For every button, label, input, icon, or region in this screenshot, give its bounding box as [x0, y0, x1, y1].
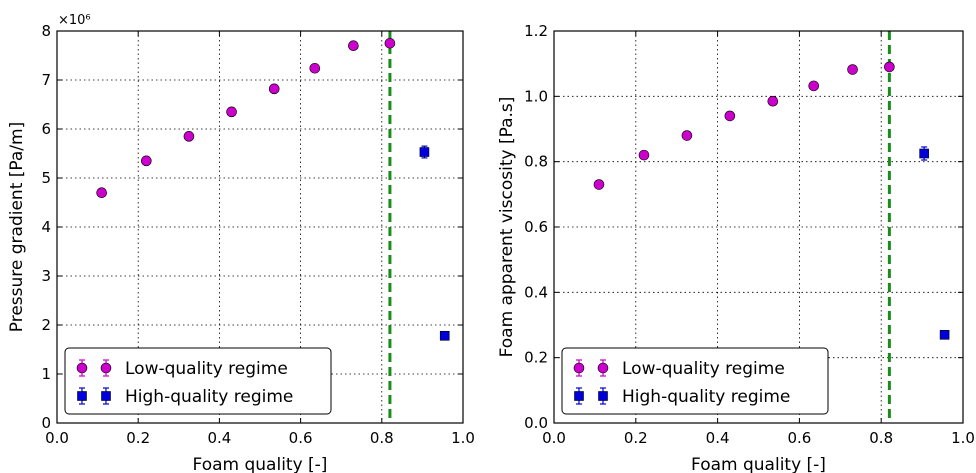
- y-tick-label: 4: [41, 218, 51, 236]
- x-tick-label: 0.4: [207, 429, 231, 447]
- legend-marker-circle: [573, 362, 585, 374]
- plot-frame: [56, 30, 464, 424]
- x-axis-label: Foam quality [-]: [691, 455, 826, 473]
- x-tick-label: 1.0: [951, 429, 975, 447]
- legend-box: [64, 347, 332, 415]
- high-quality-point: [439, 330, 450, 341]
- y-tick-label: 0.0: [524, 414, 548, 432]
- legend-marker-circle: [100, 362, 112, 374]
- y-tick-label: 5: [41, 169, 51, 187]
- low-quality-point: [724, 110, 736, 122]
- x-tick-label: 0.6: [289, 429, 313, 447]
- x-axis-label: Foam quality [-]: [193, 455, 328, 473]
- low-quality-point: [268, 83, 280, 95]
- low-quality-point: [226, 106, 237, 118]
- x-tick-label: 0.8: [869, 429, 893, 447]
- apparent-viscosity-chart: 0.0 0.2 0.4 0.6 0.8 1.0 0.0 0.2 0.4 0.6 0.8 1.0 1.2 F…: [497, 22, 975, 473]
- high-quality-point: [939, 329, 950, 340]
- legend-marker-square: [574, 391, 584, 401]
- y-tick-label: 1.2: [524, 22, 548, 40]
- y-tick-label: 1: [41, 365, 51, 383]
- pressure-gradient-chart: 0.0 0.2 0.4 0.6 0.8 1.0 0 1 2 3 4 5 6 7 8 Foam quality …: [7, 13, 475, 473]
- x-tick-label: 1.0: [451, 429, 475, 447]
- y-tick-label: 1.0: [524, 87, 548, 105]
- x-tick-label: 0.2: [624, 429, 648, 447]
- low-quality-point: [593, 179, 605, 190]
- high-quality-point: [919, 148, 929, 159]
- low-quality-point: [767, 95, 779, 107]
- legend-label: Low-quality regime: [622, 359, 785, 379]
- y-tick-label: 7: [41, 71, 51, 89]
- high-quality-point: [419, 147, 430, 157]
- x-tick-label: 0.2: [126, 429, 150, 447]
- y-tick-label: 0.8: [524, 153, 548, 171]
- y-tick-label: 0.6: [524, 218, 548, 236]
- y-tick-label: 0.4: [524, 283, 548, 301]
- y-tick-label: 0: [41, 414, 51, 432]
- y-multiplier-label: ×10⁶: [58, 13, 91, 28]
- low-quality-point: [309, 62, 321, 74]
- low-quality-point: [884, 61, 895, 73]
- low-quality-point: [348, 40, 359, 52]
- legend-box: [561, 347, 829, 415]
- y-tick-label: 2: [41, 316, 51, 334]
- legend-label: Low-quality regime: [125, 359, 288, 379]
- low-quality-point: [638, 149, 650, 161]
- legend-label: High-quality regime: [622, 387, 790, 407]
- y-tick-label: 3: [41, 267, 51, 285]
- y-tick-label: 0.2: [524, 349, 548, 367]
- low-quality-point: [681, 130, 693, 141]
- legend-marker-square: [598, 391, 608, 401]
- low-quality-point: [847, 64, 858, 75]
- x-tick-label: 0.8: [370, 429, 394, 447]
- legend-label: High-quality regime: [125, 387, 293, 407]
- x-tick-label: 0.4: [706, 429, 730, 447]
- legend-marker-circle: [76, 362, 88, 374]
- low-quality-point: [141, 155, 152, 167]
- x-tick-label: 0.0: [45, 429, 69, 447]
- y-axis-label: Pressure gradient [Pa/m]: [7, 122, 27, 332]
- x-tick-label: 0.6: [787, 429, 811, 447]
- legend-marker-square: [101, 391, 111, 401]
- low-quality-point: [183, 131, 195, 142]
- y-tick-label: 6: [41, 120, 51, 138]
- low-quality-point: [808, 80, 820, 92]
- low-quality-point: [96, 187, 107, 198]
- legend-marker-circle: [597, 362, 609, 374]
- y-axis-label: Foam apparent viscosity [Pa.s]: [497, 97, 517, 358]
- x-tick-label: 0.0: [542, 429, 566, 447]
- legend-marker-square: [77, 391, 87, 401]
- y-tick-label: 8: [41, 22, 51, 40]
- plot-frame: [553, 30, 964, 424]
- low-quality-point: [384, 37, 396, 49]
